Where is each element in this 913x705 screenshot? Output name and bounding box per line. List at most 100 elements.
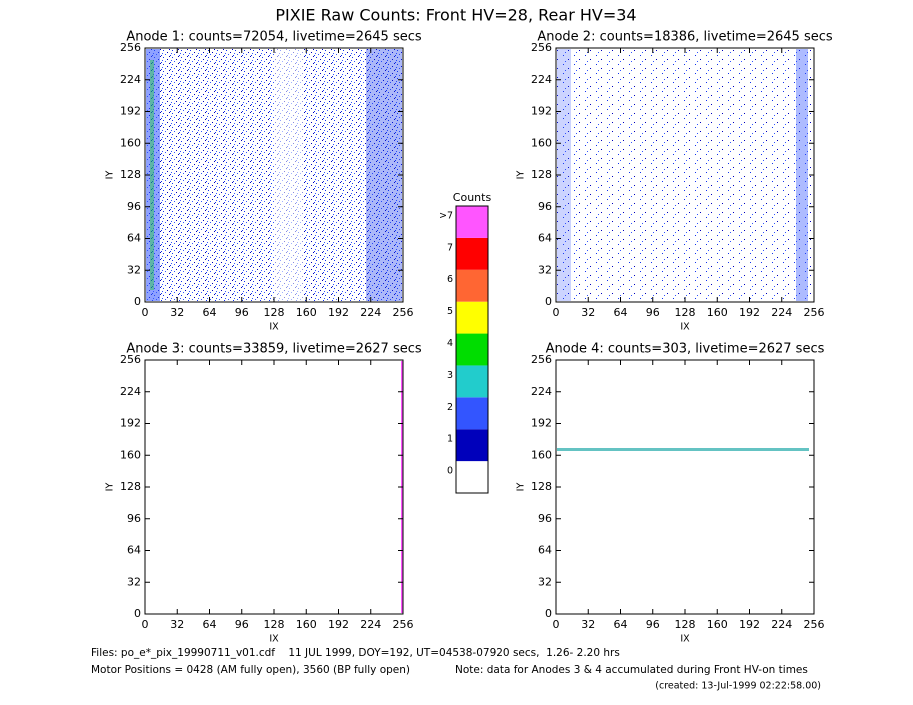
plot-title: Anode 2: counts=18386, livetime=2645 sec… <box>537 30 833 45</box>
x-tick-label: 96 <box>235 306 249 319</box>
x-tick-label: 128 <box>675 618 696 631</box>
plot-frame <box>144 359 404 615</box>
y-tick-label: 160 <box>120 136 141 149</box>
colorbar-label: 5 <box>447 306 453 317</box>
colorbar-label: 3 <box>447 370 453 381</box>
y-tick-label: 0 <box>545 295 552 308</box>
colorbar-swatch <box>456 206 488 238</box>
y-tick-label: 32 <box>127 575 141 588</box>
x-tick-label: 160 <box>707 306 728 319</box>
y-tick-label: 224 <box>120 73 141 86</box>
x-tick-label: 256 <box>393 306 414 319</box>
y-tick-label: 32 <box>538 263 552 276</box>
footer-created: (created: 13-Jul-1999 02:22:58.00) <box>655 681 821 692</box>
x-tick-label: 224 <box>771 618 792 631</box>
colorbar-swatch <box>456 333 488 366</box>
y-tick-label: 64 <box>538 232 552 245</box>
y-tick-label: 0 <box>134 607 141 620</box>
footer-files: Files: po_e*_pix_19990711_v01.cdf 11 JUL… <box>91 647 620 659</box>
colorbar-swatch <box>456 237 488 270</box>
y-tick-label: 128 <box>120 480 141 493</box>
x-tick-label: 128 <box>675 306 696 319</box>
x-tick-label: 0 <box>142 618 149 631</box>
y-tick-label: 256 <box>531 41 552 54</box>
colorbar-swatch <box>456 269 488 302</box>
colorbar-swatch <box>456 397 488 430</box>
y-tick-label: 128 <box>531 480 552 493</box>
x-axis-label: IX <box>680 322 690 333</box>
x-tick-label: 192 <box>328 618 349 631</box>
y-tick-label: 224 <box>531 385 552 398</box>
y-tick-label: 32 <box>538 575 552 588</box>
x-tick-label: 64 <box>203 618 217 631</box>
y-tick-label: 192 <box>120 105 141 118</box>
plot-title: Anode 1: counts=72054, livetime=2645 sec… <box>126 30 422 45</box>
y-tick-label: 32 <box>127 263 141 276</box>
colorbar-swatch <box>456 429 488 462</box>
colorbar-label: 0 <box>447 466 453 477</box>
y-tick-label: 224 <box>120 385 141 398</box>
x-tick-label: 160 <box>296 306 317 319</box>
colorbar-frame <box>455 205 489 494</box>
x-tick-label: 192 <box>739 618 760 631</box>
plot-frame <box>555 359 815 615</box>
y-tick-label: 160 <box>531 448 552 461</box>
x-axis-label: IX <box>680 634 690 645</box>
colorbar-title: Counts <box>453 191 492 204</box>
y-tick-label: 0 <box>134 295 141 308</box>
x-tick-label: 256 <box>804 306 825 319</box>
colorbar-label: 7 <box>447 242 453 253</box>
x-tick-label: 64 <box>614 618 628 631</box>
y-tick-label: 96 <box>127 200 141 213</box>
y-tick-label: 192 <box>120 417 141 430</box>
y-tick-label: 128 <box>120 168 141 181</box>
colorbar-swatch <box>456 301 488 334</box>
y-axis-label: IY <box>105 171 116 180</box>
y-tick-label: 64 <box>538 544 552 557</box>
x-tick-label: 64 <box>614 306 628 319</box>
plot-title: Anode 3: counts=33859, livetime=2627 sec… <box>126 342 422 357</box>
x-tick-label: 96 <box>235 618 249 631</box>
colorbar-label: 2 <box>447 402 453 413</box>
x-tick-label: 224 <box>771 306 792 319</box>
y-tick-label: 96 <box>127 512 141 525</box>
x-tick-label: 224 <box>360 306 381 319</box>
x-tick-label: 0 <box>142 306 149 319</box>
y-tick-label: 256 <box>531 353 552 366</box>
x-tick-label: 160 <box>707 618 728 631</box>
y-tick-label: 160 <box>531 136 552 149</box>
footer-motor: Motor Positions = 0428 (AM fully open), … <box>91 664 410 676</box>
plot-title: Anode 4: counts=303, livetime=2627 secs <box>546 342 825 357</box>
x-tick-label: 224 <box>360 618 381 631</box>
figure-title: PIXIE Raw Counts: Front HV=28, Rear HV=3… <box>275 6 636 25</box>
x-tick-label: 32 <box>170 306 184 319</box>
footer-note: Note: data for Anodes 3 & 4 accumulated … <box>455 664 808 676</box>
y-axis-label: IY <box>516 171 527 180</box>
y-tick-label: 224 <box>531 73 552 86</box>
x-axis-label: IX <box>269 322 279 333</box>
y-tick-label: 64 <box>127 232 141 245</box>
x-tick-label: 256 <box>804 618 825 631</box>
colorbar-label: 4 <box>447 338 453 349</box>
y-tick-label: 256 <box>120 41 141 54</box>
x-axis-label: IX <box>269 634 279 645</box>
x-tick-label: 32 <box>170 618 184 631</box>
x-tick-label: 192 <box>328 306 349 319</box>
colorbar-swatch <box>456 365 488 398</box>
x-tick-label: 64 <box>203 306 217 319</box>
x-tick-label: 32 <box>581 618 595 631</box>
x-tick-label: 128 <box>264 618 285 631</box>
x-tick-label: 160 <box>296 618 317 631</box>
y-tick-label: 256 <box>120 353 141 366</box>
x-tick-label: 256 <box>393 618 414 631</box>
x-tick-label: 128 <box>264 306 285 319</box>
y-axis-label: IY <box>516 483 527 492</box>
x-tick-label: 32 <box>581 306 595 319</box>
y-tick-label: 192 <box>531 105 552 118</box>
colorbar-swatch <box>456 461 488 493</box>
y-tick-label: 160 <box>120 448 141 461</box>
y-tick-label: 96 <box>538 200 552 213</box>
colorbar-label: 6 <box>447 274 453 285</box>
y-axis-label: IY <box>105 483 116 492</box>
